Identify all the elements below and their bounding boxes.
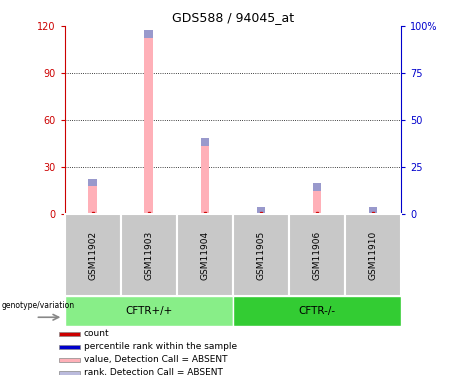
Bar: [257, 207, 265, 214]
Text: GSM11910: GSM11910: [368, 230, 378, 280]
Text: value, Detection Call = ABSENT: value, Detection Call = ABSENT: [84, 355, 227, 364]
Bar: [59, 370, 80, 375]
Bar: [144, 34, 153, 214]
Bar: [89, 183, 97, 214]
Bar: [65, 214, 121, 296]
Text: GSM11906: GSM11906: [313, 230, 321, 280]
Text: GSM11902: GSM11902: [88, 230, 97, 279]
Bar: [59, 345, 80, 348]
Text: percentile rank within the sample: percentile rank within the sample: [84, 342, 237, 351]
Text: GSM11904: GSM11904: [200, 230, 209, 279]
Bar: [121, 214, 177, 296]
Text: genotype/variation: genotype/variation: [1, 301, 74, 310]
Title: GDS588 / 94045_at: GDS588 / 94045_at: [172, 11, 294, 24]
Bar: [233, 214, 289, 296]
Bar: [289, 214, 345, 296]
Text: GSM11903: GSM11903: [144, 230, 153, 280]
Bar: [59, 358, 80, 362]
Bar: [201, 138, 209, 146]
Text: count: count: [84, 329, 109, 338]
Bar: [313, 183, 321, 191]
Bar: [59, 332, 80, 336]
Bar: [89, 178, 97, 186]
Text: CFTR-/-: CFTR-/-: [298, 306, 336, 316]
Bar: [345, 214, 401, 296]
Text: rank, Detection Call = ABSENT: rank, Detection Call = ABSENT: [84, 368, 223, 375]
Bar: [233, 296, 401, 326]
Bar: [144, 30, 153, 38]
Bar: [201, 142, 209, 214]
Text: GSM11905: GSM11905: [256, 230, 266, 280]
Bar: [65, 296, 233, 326]
Bar: [177, 214, 233, 296]
Bar: [369, 207, 377, 214]
Text: CFTR+/+: CFTR+/+: [125, 306, 172, 316]
Bar: [313, 187, 321, 214]
